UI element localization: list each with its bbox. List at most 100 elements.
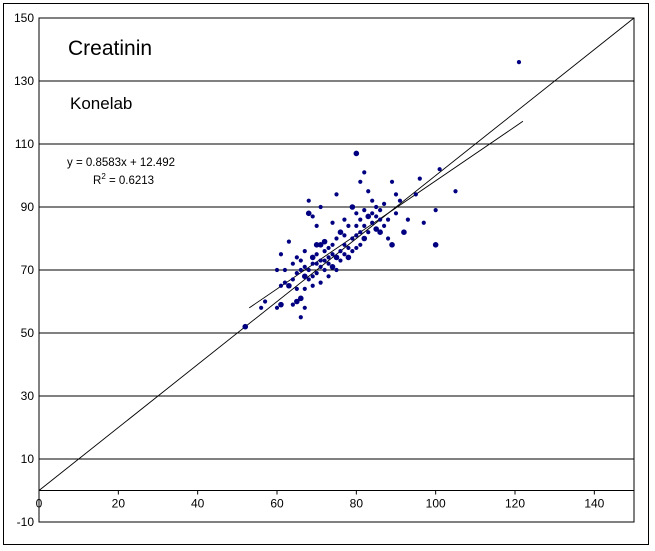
data-point (314, 261, 319, 266)
data-point (294, 255, 299, 260)
data-point (334, 236, 339, 241)
data-point (432, 242, 439, 248)
regression-line (248, 120, 524, 309)
data-point (321, 238, 328, 245)
y-tick-label: 70 (21, 263, 35, 277)
data-point (382, 223, 387, 228)
data-point (365, 213, 372, 220)
data-point (342, 242, 347, 247)
data-point (354, 223, 359, 228)
data-point (318, 280, 323, 285)
r-squared-label: R2 = 0.6213 (93, 172, 154, 187)
y-tick-label: 10 (21, 452, 35, 466)
data-point (337, 229, 344, 235)
data-point (282, 267, 288, 273)
data-point (306, 198, 311, 203)
data-point (310, 261, 315, 266)
data-point (366, 189, 371, 194)
chart-frame: -10 10 30 50 70 90 110 130 150 0 20 40 60 80 100 120 140… (3, 3, 649, 545)
data-point (259, 305, 264, 310)
y-tick-label: 110 (15, 137, 34, 151)
data-point (302, 286, 307, 291)
data-point (366, 230, 371, 235)
data-point (334, 267, 339, 273)
data-point (437, 167, 442, 172)
data-points (242, 60, 522, 330)
data-point (322, 267, 327, 273)
data-point (310, 283, 315, 288)
data-point (393, 211, 399, 216)
data-point (302, 249, 307, 254)
data-point (286, 282, 292, 289)
data-point (310, 274, 315, 279)
r-squared-value: = 0.6213 (106, 175, 154, 187)
x-tick-label: 80 (350, 497, 364, 511)
y-tick-label: 150 (14, 11, 34, 25)
data-point (370, 211, 375, 216)
data-point (294, 298, 300, 305)
data-point (326, 274, 331, 279)
x-tick-label: 100 (426, 497, 446, 511)
data-point (290, 277, 295, 282)
data-point (314, 252, 319, 257)
axes (38, 17, 635, 523)
data-point (278, 301, 284, 308)
x-tick-label: 20 (112, 497, 126, 511)
chart-title: Creatinin (68, 37, 152, 60)
data-point (294, 271, 299, 276)
y-tick-label: 130 (14, 74, 34, 88)
data-point (350, 249, 355, 254)
data-point (354, 233, 359, 238)
data-point (382, 201, 387, 206)
data-point (298, 258, 303, 263)
data-point (362, 170, 367, 175)
data-point (377, 229, 383, 235)
data-point (401, 229, 407, 235)
data-point (453, 189, 458, 194)
data-point (263, 299, 268, 304)
data-point (329, 264, 336, 270)
data-point (317, 242, 324, 248)
data-point (298, 295, 304, 302)
data-point (338, 258, 343, 263)
data-point (358, 217, 363, 222)
data-point (322, 249, 327, 254)
data-point (314, 271, 319, 276)
data-point (373, 226, 379, 232)
data-point (354, 211, 359, 216)
x-tick-label: 60 (270, 497, 284, 511)
plot-border (38, 17, 635, 523)
data-point (302, 305, 307, 310)
data-point (354, 245, 359, 251)
data-point (338, 249, 343, 254)
trend-lines (38, 17, 635, 491)
y-tick-label: 30 (21, 389, 35, 403)
data-point (374, 204, 379, 210)
data-point (313, 242, 320, 248)
data-point (309, 254, 316, 261)
data-point (330, 220, 335, 225)
r-squared-superscript: 2 (101, 172, 106, 181)
data-point (326, 261, 331, 266)
data-point (330, 252, 335, 257)
x-tick-label: 140 (584, 497, 604, 511)
data-point (306, 277, 311, 282)
data-point (334, 192, 339, 197)
x-tick-label: 40 (191, 497, 205, 511)
data-point (302, 264, 307, 269)
data-point (305, 210, 312, 217)
data-point (314, 223, 319, 228)
data-point (358, 230, 363, 235)
data-point (333, 254, 340, 261)
data-point (389, 242, 395, 248)
data-point (370, 220, 375, 225)
data-point (346, 245, 351, 251)
data-point (342, 217, 347, 222)
data-point (290, 261, 295, 266)
data-point (298, 315, 303, 320)
data-point (326, 245, 331, 251)
data-point (385, 236, 391, 241)
data-point (358, 179, 363, 184)
data-point (318, 264, 323, 269)
data-point (286, 239, 291, 244)
